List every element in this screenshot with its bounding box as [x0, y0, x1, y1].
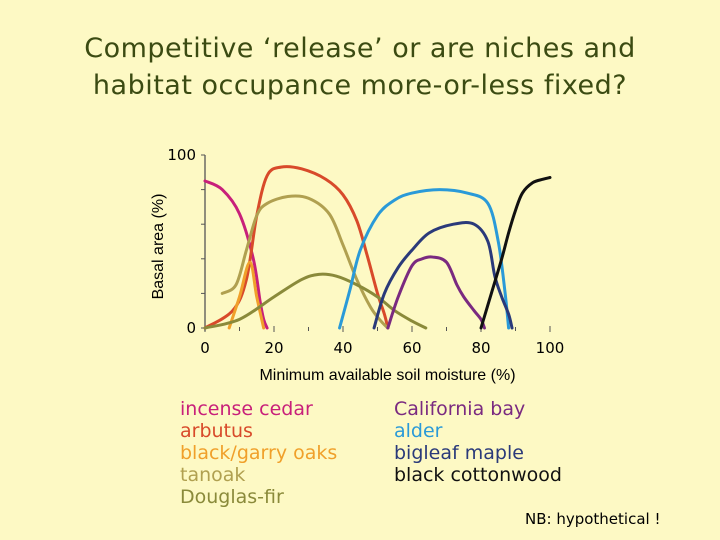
- chart-series: [203, 165, 552, 330]
- x-tick-label: 80: [471, 339, 490, 357]
- x-tick-label: 60: [402, 339, 421, 357]
- x-tick-label: 100: [536, 339, 565, 357]
- chart-labels: 0 20 40 60 80 100 0 100 Minimum available soil m…: [150, 146, 564, 384]
- series-line-incense-cedar: [203, 179, 269, 330]
- series-line-tanoak: [220, 194, 390, 330]
- legend-column-left: incense cedar arbutus black/garry oaks tano…: [180, 398, 337, 508]
- title-line-2: habitat occupance more-or-less fixed?: [92, 70, 628, 101]
- legend-column-right: California bay alder bigleaf maple black co…: [394, 398, 562, 486]
- title-line-1: Competitive ‘release’ or are niches and: [84, 33, 636, 64]
- legend-entry-black-garry-oaks: black/garry oaks: [180, 442, 338, 464]
- y-axis-label: Basal area (%): [150, 194, 167, 300]
- slide-title: Competitive ‘release’ or are niches and …: [20, 30, 700, 104]
- legend-entry-incense-cedar: incense cedar: [180, 398, 313, 420]
- series-line-bigleaf-maple: [372, 221, 514, 330]
- legend-entry-alder: alder: [394, 420, 443, 442]
- legend-entry-arbutus: arbutus: [180, 420, 253, 442]
- legend-entry-bigleaf-maple: bigleaf maple: [394, 442, 524, 464]
- series-line-black-cottonwood: [479, 175, 552, 330]
- x-tick-label: 0: [200, 339, 210, 357]
- series-line-california-bay: [386, 255, 486, 330]
- series-line-alder: [338, 188, 511, 330]
- legend-entry-black-cottonwood: black cottonwood: [394, 464, 562, 486]
- x-axis-label: Minimum available soil moisture (%): [259, 367, 515, 384]
- legend-entry-tanoak: tanoak: [180, 464, 246, 486]
- legend-entry-douglas-fir: Douglas-fir: [180, 486, 284, 508]
- series-line-arbutus: [203, 165, 390, 330]
- series-line-douglas-fir: [203, 272, 428, 330]
- y-tick-label: 0: [186, 319, 196, 337]
- x-tick-label: 40: [333, 339, 352, 357]
- x-tick-label: 20: [264, 339, 283, 357]
- y-tick-label: 100: [167, 146, 196, 164]
- legend-entry-california-bay: California bay: [394, 398, 526, 420]
- hypothetical-note: NB: hypothetical !: [525, 510, 661, 528]
